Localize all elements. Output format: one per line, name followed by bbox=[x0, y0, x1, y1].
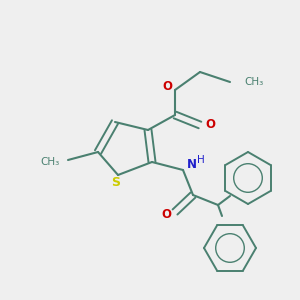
Text: O: O bbox=[161, 208, 171, 220]
Text: S: S bbox=[112, 176, 121, 190]
Text: H: H bbox=[197, 155, 205, 165]
Text: CH₃: CH₃ bbox=[41, 157, 60, 167]
Text: CH₃: CH₃ bbox=[244, 77, 263, 87]
Text: N: N bbox=[187, 158, 197, 172]
Text: O: O bbox=[162, 80, 172, 94]
Text: O: O bbox=[205, 118, 215, 131]
